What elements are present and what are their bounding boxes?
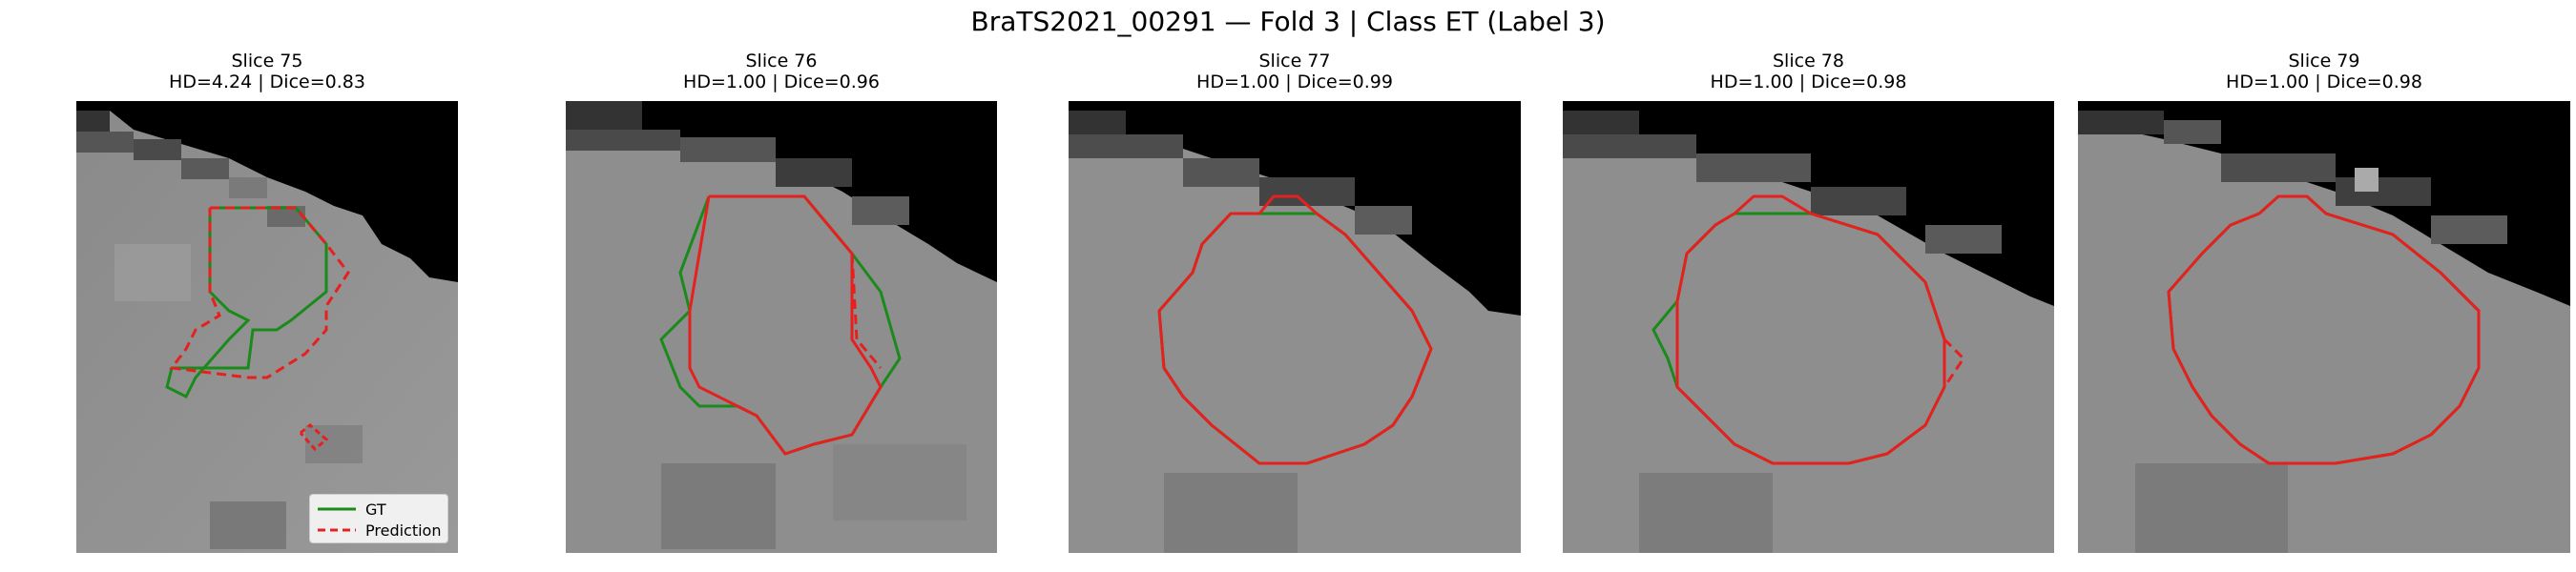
mri-slice-image (566, 101, 997, 553)
prediction-contour-dashed (850, 253, 883, 369)
slice-label: Slice 78 (1773, 51, 1844, 72)
prediction-contour (2167, 194, 2481, 465)
legend: GT Prediction (309, 494, 448, 543)
metrics-label: HD=4.24 | Dice=0.83 (169, 72, 365, 92)
slice-label: Slice 77 (1258, 51, 1331, 72)
mri-slice-image (1563, 101, 2054, 553)
mri-slice-image (2078, 101, 2570, 553)
metrics-label: HD=1.00 | Dice=0.98 (2226, 72, 2422, 92)
prediction-contour-dashed (2439, 271, 2481, 313)
panel-title: Slice 77 HD=1.00 | Dice=0.99 (1069, 51, 1521, 92)
panel-title: Slice 78 HD=1.00 | Dice=0.98 (1563, 51, 2054, 92)
mri-slice-image (76, 101, 458, 553)
metrics-label: HD=1.00 | Dice=0.98 (1710, 72, 1907, 92)
metrics-label: HD=1.00 | Dice=0.99 (1196, 72, 1393, 92)
panel-title: Slice 76 HD=1.00 | Dice=0.96 (566, 51, 997, 92)
prediction-contour-small (299, 423, 329, 452)
prediction-line-swatch (318, 528, 356, 532)
legend-gt-label: GT (365, 500, 386, 519)
slice-label: Slice 79 (2288, 51, 2360, 72)
prediction-contour (1157, 194, 1433, 465)
slice-label: Slice 75 (231, 51, 303, 72)
panel-title: Slice 75 HD=4.24 | Dice=0.83 (76, 51, 458, 92)
slice-label: Slice 76 (745, 51, 818, 72)
metrics-label: HD=1.00 | Dice=0.96 (683, 72, 880, 92)
legend-prediction: Prediction (318, 521, 441, 540)
panel-title: Slice 79 HD=1.00 | Dice=0.98 (2078, 51, 2570, 92)
prediction-contour (1675, 194, 1946, 465)
legend-gt: GT (318, 500, 386, 519)
legend-prediction-label: Prediction (365, 521, 442, 540)
figure-title: BraTS2021_00291 — Fold 3 | Class ET (Lab… (970, 6, 1606, 37)
prediction-contour (169, 206, 350, 379)
mri-slice-image (1069, 101, 1521, 553)
gt-line-swatch (318, 507, 356, 511)
prediction-contour-dashed (1942, 337, 1965, 388)
prediction-contour (688, 194, 883, 456)
